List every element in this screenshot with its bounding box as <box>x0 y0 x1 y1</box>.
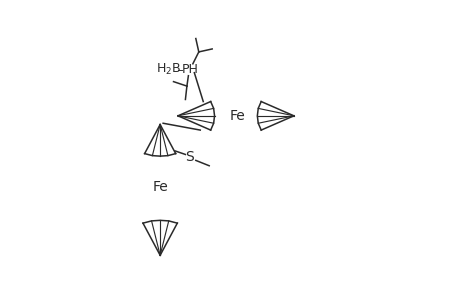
Text: S: S <box>185 150 194 164</box>
Text: Fe: Fe <box>229 109 245 123</box>
Text: PH: PH <box>181 63 198 76</box>
Text: Fe: Fe <box>152 180 168 194</box>
Text: H$_2$B: H$_2$B <box>156 62 181 77</box>
